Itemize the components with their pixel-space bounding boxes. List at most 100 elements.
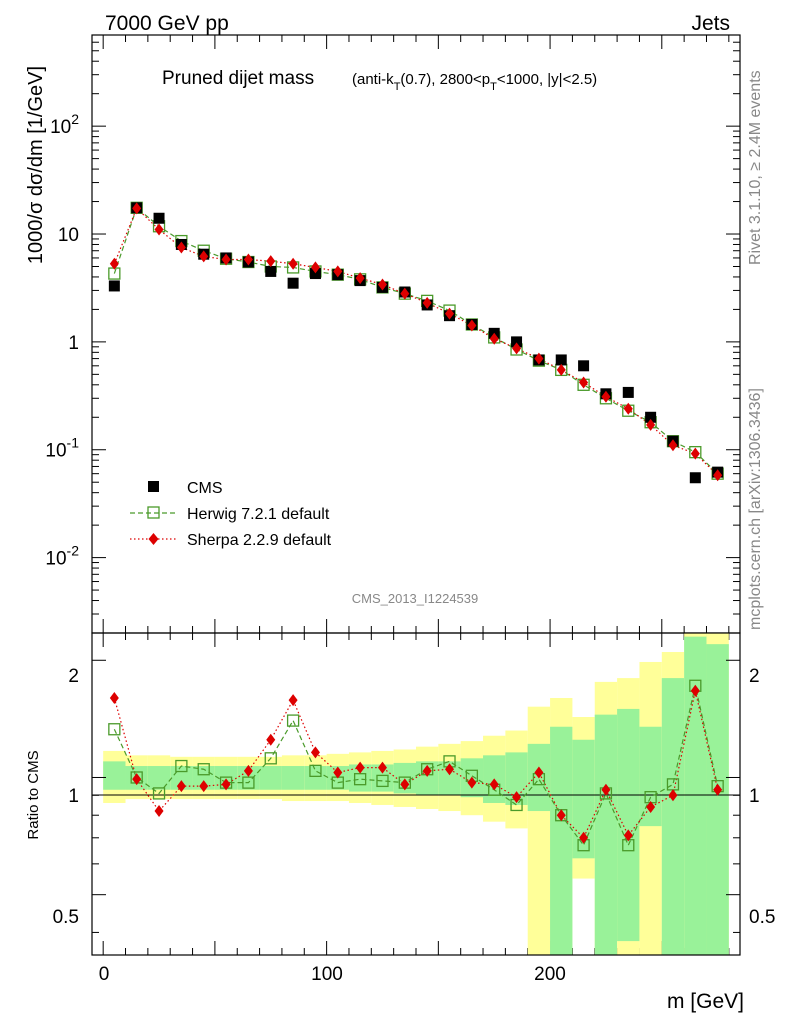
sherpa-point (310, 261, 320, 274)
herwig-ratio-point (264, 752, 277, 765)
ratio-tick-label-2-left: 2 (68, 666, 79, 687)
sherpa-ratio-point (243, 764, 253, 777)
legend-label-cms: CMS (187, 480, 223, 497)
sherpa-point (690, 447, 700, 460)
header-right: Jets (691, 12, 730, 35)
sherpa-ratio-point (646, 800, 656, 813)
sherpa-point (176, 241, 186, 254)
main-panel: Pruned dijet mass (anti-kT(0.7), 2800<pT… (25, 34, 741, 955)
ratio-uncertainty-bands (103, 633, 729, 955)
ratio-band-inner (259, 766, 282, 790)
ratio-band-inner (706, 644, 729, 955)
y-tick-label: 10-2 (45, 543, 79, 570)
sherpa-point (623, 402, 633, 415)
sherpa-point (199, 250, 209, 263)
main-series (108, 201, 724, 484)
legend-marker-sherpa (148, 533, 159, 545)
legend: CMS Herwig 7.2.1 default Sherpa 2.2.9 de… (130, 480, 332, 549)
cms-point (153, 212, 165, 224)
legend-marker-herwig (147, 506, 160, 519)
herwig-ratio-point (175, 759, 188, 773)
herwig-ratio-point (152, 787, 166, 800)
herwig-ratio-point (376, 774, 389, 788)
sherpa-point (534, 352, 544, 365)
sherpa-ratio-point (579, 831, 589, 844)
sherpa-ratio-point (266, 733, 276, 746)
y-tick-label: 1 (68, 333, 79, 354)
sherpa-ratio-point (333, 766, 343, 779)
herwig-line (113, 206, 719, 475)
y-tick-label: 10 (58, 225, 79, 246)
cms-point (511, 336, 523, 348)
cms-point (265, 265, 277, 277)
sherpa-line (113, 207, 719, 476)
cms-point (622, 386, 634, 398)
x-tick-label-0: 0 (99, 964, 110, 985)
sherpa-ratio-point (601, 783, 611, 796)
ratio-band-inner (103, 761, 126, 790)
sherpa-point (512, 342, 522, 355)
cms-point (689, 472, 701, 484)
cms-point (287, 277, 299, 289)
ratio-band-inner (594, 714, 618, 955)
ratio-tick-label-2-right: 2 (749, 666, 760, 687)
cms-point (645, 411, 657, 423)
sherpa-point (445, 307, 455, 320)
ratio-band-inner (661, 678, 685, 955)
sherpa-ratio-point (154, 805, 164, 818)
sherpa-point (154, 223, 164, 236)
cms-point (578, 360, 590, 372)
ratio-tick-label-05-left: 0.5 (53, 907, 79, 928)
sherpa-ratio-point (377, 761, 387, 774)
analysis-watermark: CMS_2013_I1224539 (352, 591, 479, 606)
sherpa-point (355, 272, 365, 285)
herwig-ratio-point (242, 776, 255, 789)
herwig-ratio-point (197, 763, 210, 776)
sherpa-ratio-point (556, 809, 566, 822)
sherpa-point (288, 257, 298, 270)
sherpa-point (266, 255, 276, 268)
sherpa-ratio-line (113, 690, 719, 839)
herwig-ratio-point (353, 773, 367, 786)
sherpa-point (467, 319, 477, 332)
sherpa-ratio-point (668, 789, 678, 802)
ratio-band-inner (617, 708, 640, 942)
legend-label-herwig: Herwig 7.2.1 default (187, 506, 330, 523)
cms-point (555, 354, 567, 366)
sherpa-point (422, 296, 432, 309)
herwig-ratio-line (113, 685, 719, 847)
sherpa-ratio-point (512, 791, 522, 804)
sherpa-ratio-point (489, 778, 499, 791)
herwig-ratio-point (309, 764, 322, 777)
ratio-band-inner (438, 761, 461, 796)
sherpa-point (243, 253, 253, 266)
rivet-version: Rivet 3.1.10, ≥ 2.4M events (747, 70, 764, 265)
sherpa-ratio-point (176, 780, 186, 793)
sherpa-point (579, 376, 589, 389)
x-axis-label: m [GeV] (667, 990, 744, 1013)
sherpa-ratio-point (132, 773, 142, 786)
ratio-axis-ticks (92, 659, 740, 933)
sherpa-ratio-point (422, 764, 432, 777)
x-tick-label-200: 200 (534, 964, 566, 985)
ratio-tick-label-1-right: 1 (749, 786, 760, 807)
sherpa-ratio-point (467, 776, 477, 789)
y-tick-label: 102 (50, 111, 79, 138)
main-y-tick-labels: 10-2 10-1 1 10 102 (45, 111, 79, 569)
plot-subtitle: (anti-kT(0.7), 2800<pT<1000, |y|<2.5) (352, 71, 597, 93)
ratio-tick-label-1-left: 1 (68, 786, 79, 807)
sherpa-point (601, 390, 611, 403)
sherpa-ratio-point (199, 780, 209, 793)
source-label: mcplots.cern.ch [arXiv:1306.3436] (747, 388, 764, 630)
sherpa-ratio-point (623, 829, 633, 842)
sherpa-point (556, 363, 566, 376)
ratio-y-axis-label: Ratio to CMS (25, 750, 42, 839)
ratio-panel: Ratio to CMS 2 1 0.5 2 1 0.5 0 100 200 m… (25, 632, 775, 1013)
ratio-band-inner (147, 766, 171, 790)
ratio-band-inner (572, 739, 595, 859)
sherpa-point (333, 265, 343, 278)
sherpa-ratio-point (221, 778, 231, 791)
legend-marker-cms (148, 481, 159, 492)
sherpa-point (646, 418, 656, 431)
sherpa-point (377, 278, 387, 291)
